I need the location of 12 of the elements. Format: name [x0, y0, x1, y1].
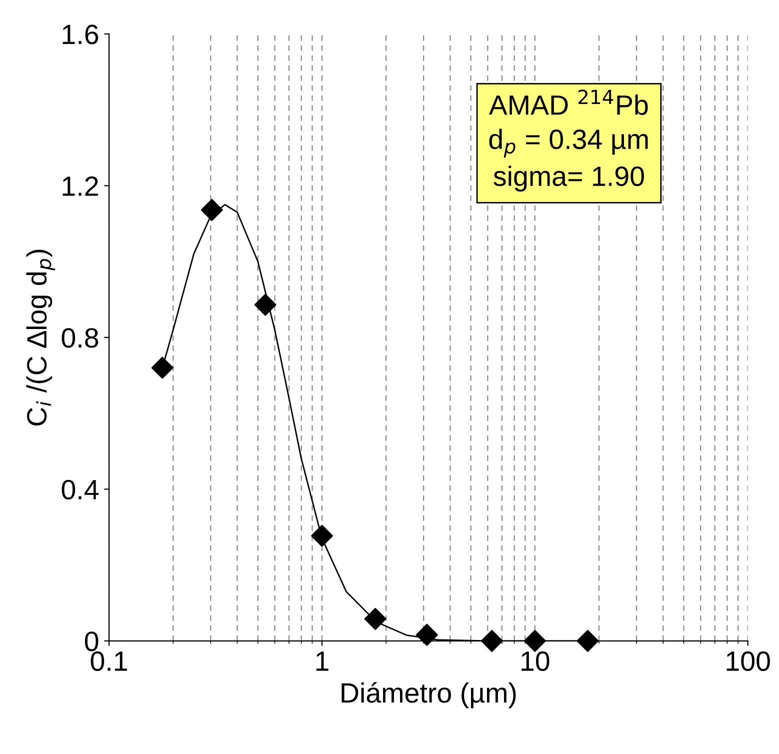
x-axis-title: Diámetro (µm) [342, 682, 516, 708]
y-tick-label: 0.4 [62, 480, 99, 500]
x-tick-label: 10 [522, 651, 550, 672]
y-tick-label: 1.2 [62, 176, 98, 196]
y-axis-title: C$_{i}$ /(C ∆log d$_{p}$) [26, 250, 56, 426]
x-tick-label: 100 [726, 651, 770, 672]
y-tick-label: 0 [84, 632, 98, 652]
text: AMAD $^{214}$Pb d$_{p}$ = 0.34 µm sigma= 1.90 [488, 90, 648, 192]
y-tick-label: 1.6 [62, 24, 98, 44]
x-tick-label: 0.1 [90, 651, 128, 672]
y-tick-label: 0.8 [62, 328, 98, 348]
x-tick-label: 1 [316, 652, 328, 671]
